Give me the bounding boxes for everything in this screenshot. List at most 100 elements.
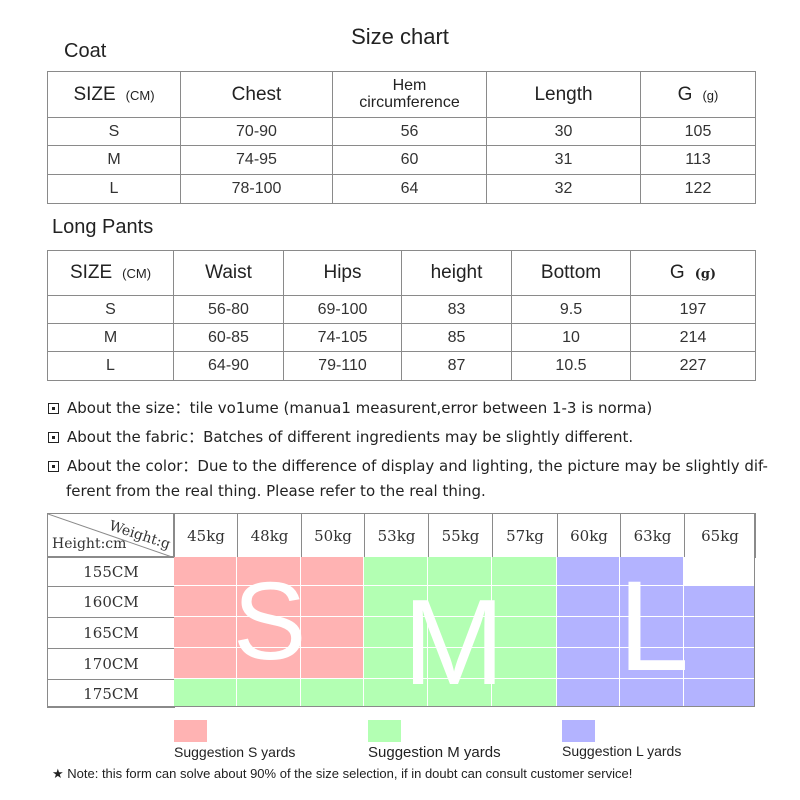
- grid-cell: [684, 679, 755, 707]
- grid-cell: [237, 679, 301, 707]
- table-cell: 70-90: [180, 117, 333, 146]
- size-suggestion-grid: Weight:g Height:cm 45kg 48kg 50kg 53kg 55kg 5…: [47, 513, 756, 710]
- table-row: S 56-80 69-100 83 9.5 197: [47, 295, 756, 324]
- grid-corner: Weight:g Height:cm: [47, 513, 174, 557]
- weight-header: 65kg: [684, 513, 756, 558]
- coat-heading: Coat: [64, 40, 107, 62]
- coat-g-header: G (g): [640, 71, 756, 118]
- grid-cell: [364, 586, 428, 617]
- table-cell: 83: [401, 295, 512, 324]
- diagonal-divider: [48, 514, 171, 556]
- bullet-icon: [48, 432, 59, 443]
- legend-m-label: Suggestion M yards: [368, 744, 501, 761]
- pants-waist-header: Waist: [173, 250, 284, 296]
- grid-cell: [684, 648, 755, 679]
- grid-cell: [684, 617, 755, 648]
- legend-l-label: Suggestion L yards: [562, 743, 682, 759]
- table-row: L 78-100 64 32 122: [47, 174, 756, 204]
- legend-s-label: Suggestion S yards: [174, 744, 296, 760]
- table-cell: 85: [401, 323, 512, 352]
- grid-cell: [428, 648, 492, 679]
- legend-s-swatch: [174, 720, 207, 742]
- table-cell: 30: [486, 117, 641, 146]
- table-cell: 31: [486, 145, 641, 175]
- grid-cell: [428, 586, 492, 617]
- size-l-letter: L: [618, 555, 690, 698]
- grid-cell: [364, 617, 428, 648]
- grid-cell: [174, 586, 237, 617]
- coat-chest-header: Chest: [180, 71, 333, 118]
- height-header: 175CM: [47, 679, 175, 708]
- bullet-icon: [48, 461, 59, 472]
- weight-header: 53kg: [364, 513, 429, 558]
- table-cell: 214: [630, 323, 756, 352]
- grid-cell: [428, 617, 492, 648]
- coat-hem-header: Hem circumference: [332, 71, 487, 118]
- table-cell: 60: [332, 145, 487, 175]
- grid-cell: [620, 586, 684, 617]
- table-cell: 32: [486, 174, 641, 204]
- grid-cell: [237, 586, 301, 617]
- height-axis-label: Height:cm: [52, 536, 127, 552]
- grid-cell: [492, 586, 557, 617]
- table-row: L 64-90 79-110 87 10.5 227: [47, 351, 756, 381]
- table-cell: 113: [640, 145, 756, 175]
- grid-cell: [620, 617, 684, 648]
- height-header: 155CM: [47, 557, 175, 587]
- grid-cell: [301, 648, 364, 679]
- note-fabric: About the fabric：Batches of different in…: [48, 426, 633, 447]
- grid-cell: [301, 679, 364, 707]
- grid-cell: [620, 679, 684, 707]
- table-cell: 64-90: [173, 351, 284, 381]
- grid-cell: [174, 557, 237, 586]
- grid-cell: [237, 648, 301, 679]
- pants-bottom-header: Bottom: [511, 250, 631, 296]
- table-cell: 197: [630, 295, 756, 324]
- table-cell: 64: [332, 174, 487, 204]
- grid-cell: [492, 557, 557, 586]
- coat-header-row: SIZE (CM) Chest Hem circumference Length G…: [47, 71, 756, 118]
- note-color-continued: ferent from the real thing. Please refer…: [66, 482, 486, 500]
- grid-cell: [557, 679, 620, 707]
- size-cell: S: [47, 295, 174, 324]
- weight-header: 55kg: [428, 513, 493, 558]
- grid-cell: [684, 586, 755, 617]
- table-cell: 56-80: [173, 295, 284, 324]
- weight-header: 45kg: [174, 513, 238, 558]
- grid-cell: [557, 648, 620, 679]
- size-cell: M: [47, 145, 181, 175]
- table-cell: 74-105: [283, 323, 402, 352]
- grid-cell: [174, 617, 237, 648]
- legend-m-swatch: [368, 720, 401, 742]
- table-cell: 105: [640, 117, 756, 146]
- height-header: 160CM: [47, 586, 175, 618]
- table-row: S 70-90 56 30 105: [47, 117, 756, 146]
- table-cell: 10: [511, 323, 631, 352]
- table-cell: 122: [640, 174, 756, 204]
- size-m-letter: M: [403, 574, 505, 710]
- height-header: 165CM: [47, 617, 175, 649]
- table-row: M 60-85 74-105 85 10 214: [47, 323, 756, 352]
- table-cell: 87: [401, 351, 512, 381]
- grid-cell: [237, 557, 301, 586]
- pants-height-header: height: [401, 250, 512, 296]
- coat-length-header: Length: [486, 71, 641, 118]
- height-header: 170CM: [47, 648, 175, 680]
- weight-header: 57kg: [492, 513, 558, 558]
- weight-header: 63kg: [620, 513, 685, 558]
- grid-cell: [301, 586, 364, 617]
- table-cell: 74-95: [180, 145, 333, 175]
- grid-cell: [557, 617, 620, 648]
- grid-cell: [364, 557, 428, 586]
- table-cell: 10.5: [511, 351, 631, 381]
- pants-heading: Long Pants: [52, 216, 154, 238]
- grid-cell: [301, 617, 364, 648]
- grid-cell: [301, 557, 364, 586]
- size-cell: L: [47, 351, 174, 381]
- coat-size-header: SIZE (CM): [47, 71, 181, 118]
- footer-note: ★ Note: this form can solve about 90% of…: [52, 766, 633, 781]
- grid-cell: [492, 617, 557, 648]
- weight-header: 48kg: [237, 513, 302, 558]
- table-cell: 69-100: [283, 295, 402, 324]
- grid-cell: [492, 679, 557, 707]
